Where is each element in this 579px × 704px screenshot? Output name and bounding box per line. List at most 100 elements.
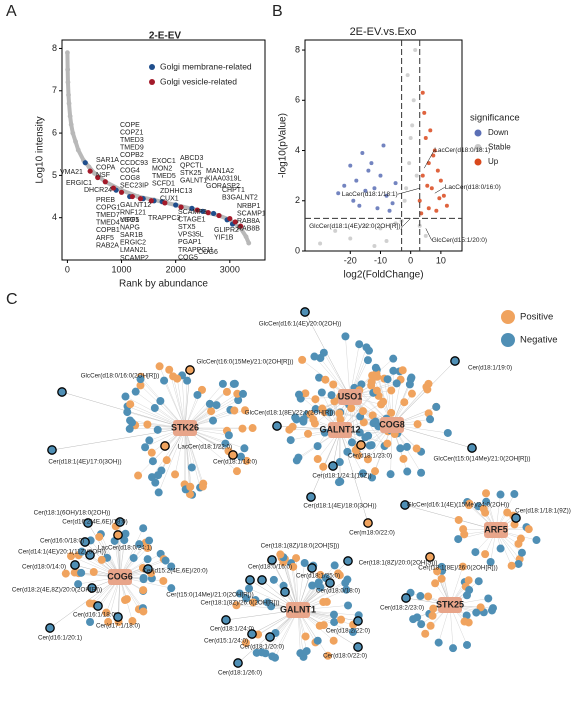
highlight-node	[160, 441, 170, 451]
point	[357, 203, 362, 208]
node	[347, 404, 356, 413]
node	[336, 415, 345, 424]
point	[387, 208, 392, 213]
node	[432, 402, 441, 411]
annotation: GlcCer(d15:1/20:0)	[432, 237, 487, 244]
gene-label: COPB2	[120, 152, 144, 159]
legend-label: Golgi vesicle-related	[160, 76, 237, 86]
x-tick-label: -10	[374, 255, 387, 265]
point	[384, 238, 389, 243]
annotation: LacCer(d18:0/18:1)	[434, 147, 490, 154]
node	[131, 387, 140, 396]
node	[126, 400, 135, 409]
node	[143, 544, 152, 553]
point	[402, 198, 407, 203]
node	[311, 405, 320, 414]
gene-label: COG6	[198, 249, 218, 256]
node	[372, 386, 381, 395]
plot-frame	[61, 39, 266, 261]
node	[238, 424, 247, 433]
node	[186, 482, 195, 491]
node-label: Cer(d18:1/24:1(15Z))	[312, 473, 371, 480]
node	[221, 439, 230, 448]
gene-label: CTAGE1	[178, 216, 206, 223]
node	[224, 431, 233, 440]
point	[238, 223, 244, 229]
y-tick-label: 2	[295, 195, 300, 205]
legend-label: Negative	[520, 335, 558, 346]
point	[333, 228, 338, 233]
point	[363, 223, 368, 228]
edge	[87, 522, 121, 578]
annotation: LacCer(d18:1/18:1)	[342, 191, 398, 198]
edge	[283, 557, 299, 611]
node	[532, 536, 541, 545]
node	[402, 442, 411, 451]
node	[197, 385, 206, 394]
node	[313, 442, 322, 451]
edge	[184, 427, 204, 487]
node	[269, 575, 278, 584]
node	[319, 462, 328, 471]
node	[286, 436, 295, 445]
point	[232, 219, 238, 225]
edge	[184, 427, 201, 488]
edge	[172, 376, 186, 429]
node	[125, 424, 134, 433]
gene-label: YIF1B	[214, 234, 234, 241]
highlight-node	[87, 583, 97, 593]
highlight-node	[57, 387, 67, 397]
highlight-node	[467, 443, 477, 453]
point	[178, 204, 184, 210]
node	[387, 408, 396, 417]
node-label: Cer(d18:2/22:0)	[326, 628, 370, 635]
point	[423, 233, 428, 238]
edge	[151, 427, 186, 478]
gene-label: GALNT12	[120, 202, 151, 209]
node	[147, 448, 156, 457]
edge	[158, 427, 186, 493]
gene-label: RAB8A	[237, 218, 260, 225]
gene-label: SEC23IP	[120, 183, 149, 190]
node	[143, 555, 152, 564]
hub-label: USO1	[338, 391, 363, 401]
point	[438, 178, 443, 183]
point	[378, 226, 383, 231]
node-label: Cer(d16:0/18:0)	[40, 538, 84, 545]
curve-point	[68, 122, 74, 128]
node-label: Cer(d18:0/16:0)	[248, 564, 292, 571]
highlight-node	[143, 564, 153, 574]
node	[474, 577, 483, 586]
point	[348, 163, 353, 168]
node	[371, 363, 380, 372]
node	[433, 567, 442, 576]
highlight-node	[45, 623, 55, 633]
node	[434, 638, 443, 647]
point	[429, 186, 434, 191]
node	[205, 399, 214, 408]
curve-point	[65, 79, 71, 85]
highlight-node	[70, 560, 80, 570]
gene-label: COG4	[120, 167, 140, 174]
node	[141, 443, 150, 452]
y-tick-label: 0	[295, 245, 300, 255]
point	[408, 135, 413, 140]
point	[200, 208, 206, 214]
x-tick-label: -20	[344, 255, 357, 265]
node-label: LacCer(d18:1/22:0)	[178, 444, 232, 451]
node	[276, 550, 285, 559]
node	[471, 548, 480, 557]
point	[384, 193, 389, 198]
gene-label: GORASP2	[206, 183, 240, 190]
point	[102, 179, 108, 185]
node	[407, 389, 416, 398]
gene-label: TMED7	[96, 212, 120, 219]
node-label: GlcCer(t16:0(15Me)/21:0(2OH[R]))	[197, 359, 294, 366]
node	[153, 425, 162, 434]
node	[325, 408, 334, 417]
gene-label: USO1	[120, 217, 139, 224]
node	[379, 397, 388, 406]
node	[330, 561, 339, 570]
gene-label: KIAA0319L	[206, 175, 242, 182]
point	[444, 203, 449, 208]
